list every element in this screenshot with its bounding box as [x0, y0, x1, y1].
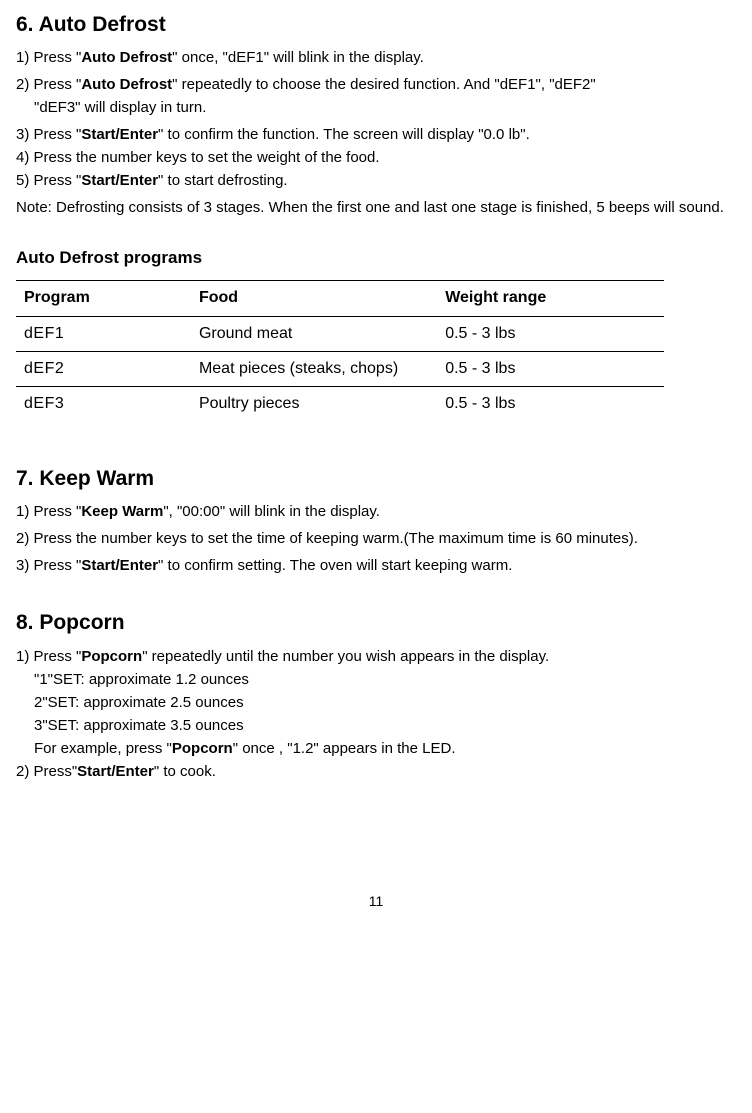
text: " to confirm the function. The screen wi…	[158, 126, 530, 143]
s6-note: Note: Defrosting consists of 3 stages. W…	[16, 197, 736, 218]
s6-step5: 5) Press "Start/Enter" to start defrosti…	[16, 170, 736, 191]
text: " repeatedly to choose the desired funct…	[172, 76, 596, 93]
s8-set1: "1"SET: approximate 1.2 ounces	[16, 669, 736, 690]
button-label: Auto Defrost	[81, 49, 172, 66]
s8-set3: 3"SET: approximate 3.5 ounces	[16, 715, 736, 736]
defrost-table: Program Food Weight range dEF1 Ground me…	[16, 280, 664, 422]
text: " to cook.	[154, 763, 216, 780]
button-label: Start/Enter	[81, 557, 158, 574]
cell-food: Poultry pieces	[191, 387, 437, 422]
s6-step1: 1) Press "Auto Defrost" once, "dEF1" wil…	[16, 47, 736, 68]
s8-step2: 2) Press"Start/Enter" to cook.	[16, 761, 736, 782]
text: " to confirm setting. The oven will star…	[158, 557, 512, 574]
text: " once , "1.2" appears in the LED.	[233, 740, 456, 757]
text: " once, "dEF1" will blink in the display…	[172, 49, 424, 66]
button-label: Keep Warm	[81, 503, 163, 520]
cell-food: Ground meat	[191, 316, 437, 351]
th-food: Food	[191, 281, 437, 316]
table-row: dEF1 Ground meat 0.5 - 3 lbs	[16, 316, 664, 351]
text: " to start defrosting.	[158, 172, 288, 189]
cell-program: dEF2	[16, 351, 191, 386]
button-label: Start/Enter	[81, 172, 158, 189]
table-row: dEF2 Meat pieces (steaks, chops) 0.5 - 3…	[16, 351, 664, 386]
text: 1) Press "	[16, 49, 81, 66]
button-label: Auto Defrost	[81, 76, 172, 93]
cell-weight: 0.5 - 3 lbs	[437, 351, 664, 386]
s8-set2: 2"SET: approximate 2.5 ounces	[16, 692, 736, 713]
cell-program: dEF1	[16, 316, 191, 351]
text: 3) Press "	[16, 126, 81, 143]
button-label: Start/Enter	[81, 126, 158, 143]
defrost-table-title: Auto Defrost programs	[16, 246, 736, 270]
text: 3) Press "	[16, 557, 81, 574]
text: 1) Press "	[16, 503, 81, 520]
text: For example, press "	[34, 740, 172, 757]
s6-step4: 4) Press the number keys to set the weig…	[16, 147, 736, 168]
table-header-row: Program Food Weight range	[16, 281, 664, 316]
text: 1) Press "	[16, 648, 81, 665]
s8-example: For example, press "Popcorn" once , "1.2…	[16, 738, 736, 759]
cell-food: Meat pieces (steaks, chops)	[191, 351, 437, 386]
section-6-title: 6. Auto Defrost	[16, 10, 736, 39]
th-weight: Weight range	[437, 281, 664, 316]
s8-step1: 1) Press "Popcorn" repeatedly until the …	[16, 646, 736, 667]
text: 2) Press"	[16, 763, 77, 780]
button-label: Popcorn	[81, 648, 142, 665]
cell-weight: 0.5 - 3 lbs	[437, 387, 664, 422]
s6-step2: 2) Press "Auto Defrost" repeatedly to ch…	[16, 74, 736, 95]
cell-weight: 0.5 - 3 lbs	[437, 316, 664, 351]
text: ", "00:00" will blink in the display.	[163, 503, 380, 520]
cell-program: dEF3	[16, 387, 191, 422]
text: 5) Press "	[16, 172, 81, 189]
text: 2) Press "	[16, 76, 81, 93]
section-7-title: 7. Keep Warm	[16, 464, 736, 493]
text: " repeatedly until the number you wish a…	[142, 648, 549, 665]
s7-step3: 3) Press "Start/Enter" to confirm settin…	[16, 555, 736, 576]
s6-step3: 3) Press "Start/Enter" to confirm the fu…	[16, 124, 736, 145]
s6-step2-cont: "dEF3" will display in turn.	[16, 97, 736, 118]
table-row: dEF3 Poultry pieces 0.5 - 3 lbs	[16, 387, 664, 422]
section-8-title: 8. Popcorn	[16, 608, 736, 637]
button-label: Start/Enter	[77, 763, 154, 780]
s7-step2: 2) Press the number keys to set the time…	[16, 528, 736, 549]
page-number: 11	[16, 892, 736, 912]
button-label: Popcorn	[172, 740, 233, 757]
th-program: Program	[16, 281, 191, 316]
s7-step1: 1) Press "Keep Warm", "00:00" will blink…	[16, 501, 736, 522]
